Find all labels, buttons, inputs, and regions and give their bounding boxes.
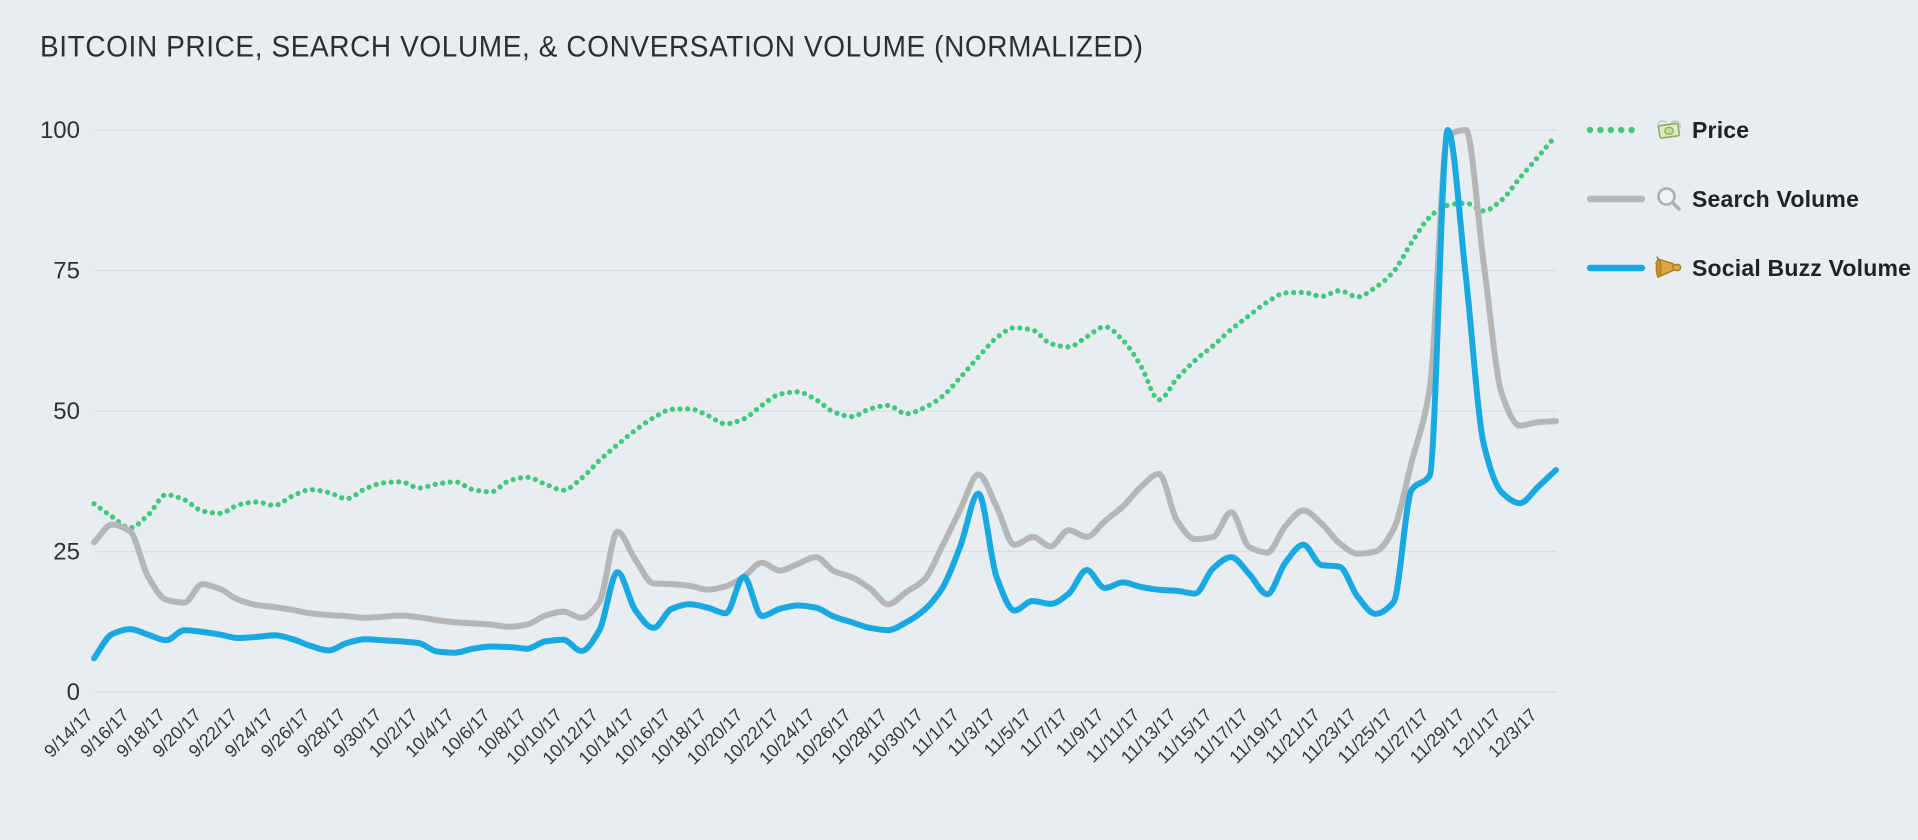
- chart-title: BITCOIN PRICE, SEARCH VOLUME, & CONVERSA…: [40, 30, 1144, 63]
- legend-item-search-volume: Search Volume: [1586, 179, 1859, 219]
- legend-label-search-volume: Search Volume: [1692, 185, 1860, 212]
- megaphone-icon: [1654, 256, 1682, 279]
- legend-label-price: Price: [1692, 116, 1750, 143]
- social-buzz-volume-line: [91, 127, 1559, 662]
- y-tick-label-50: 50: [53, 398, 80, 425]
- social-buzz-line-swatch: [1586, 264, 1646, 272]
- legend-item-price: Price: [1586, 110, 1749, 150]
- price-line: [91, 133, 1559, 531]
- price-line-swatch: [1586, 126, 1646, 134]
- search-volume-line: [91, 127, 1559, 630]
- search-icon: [1657, 187, 1681, 211]
- search-volume-line-swatch: [1586, 195, 1646, 203]
- y-tick-label-100: 100: [40, 117, 80, 144]
- y-tick-label-0: 0: [67, 679, 80, 706]
- y-tick-label-25: 25: [53, 539, 80, 566]
- money-with-wings-icon: [1656, 119, 1682, 139]
- legend-item-social-buzz-volume: Social Buzz Volume: [1586, 248, 1911, 288]
- legend-label-social-buzz-volume: Social Buzz Volume: [1692, 254, 1912, 281]
- y-tick-label-75: 75: [53, 258, 80, 285]
